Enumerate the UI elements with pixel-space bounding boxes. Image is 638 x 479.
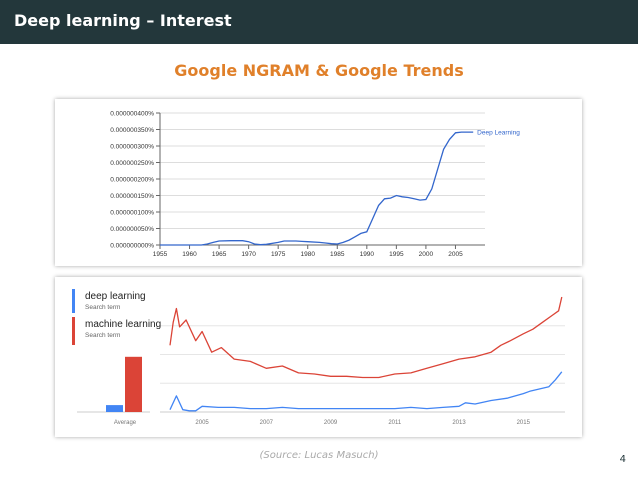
ngram-y-tick-label: 0.000000400% xyxy=(110,111,154,118)
trends-series-line xyxy=(169,296,563,379)
trends-legend-term: machine learning xyxy=(85,319,161,330)
ngram-y-tick-label: 0.000000300% xyxy=(110,144,154,151)
trends-average-label: Average xyxy=(114,420,137,426)
trends-x-tick-label: 2015 xyxy=(517,420,531,426)
ngram-x-tick-label: 1975 xyxy=(271,251,286,258)
page-number: 4 xyxy=(619,454,626,465)
trends-chart: deep learning Search term machine learning… xyxy=(72,289,565,426)
ngram-series-line xyxy=(160,131,474,246)
trends-x-tick-label: 2013 xyxy=(452,420,466,426)
trends-legend-swatch xyxy=(72,289,75,313)
trends-x-tick-label: 2009 xyxy=(324,420,338,426)
source-note: (Source: Lucas Masuch) xyxy=(259,450,379,461)
ngram-y-tick-label: 0.000000250% xyxy=(110,160,154,167)
trends-chart-panel: deep learning Search term machine learning… xyxy=(55,277,582,437)
ngram-x-tick-label: 1955 xyxy=(153,251,168,258)
slide-subtitle: Google NGRAM & Google Trends xyxy=(174,61,464,80)
ngram-y-tick-label: 0.000000200% xyxy=(110,177,154,184)
ngram-x-tick-label: 2005 xyxy=(448,251,463,258)
ngram-y-tick-label: 0.000000350% xyxy=(110,127,154,134)
trends-series-line xyxy=(169,371,563,412)
ngram-x-tick-label: 1990 xyxy=(360,251,375,258)
ngram-x-tick-label: 1995 xyxy=(389,251,404,258)
slide-title: Deep learning – Interest xyxy=(14,11,232,30)
ngram-x-tick-label: 1965 xyxy=(212,251,227,258)
trends-legend-term: deep learning xyxy=(85,291,146,302)
ngram-y-tick-label: 0.000000150% xyxy=(110,193,154,200)
trends-legend-swatch xyxy=(72,317,75,345)
trends-x-tick-label: 2007 xyxy=(260,420,274,426)
ngram-y-tick-label: 0.000000000% xyxy=(110,243,154,250)
ngram-y-tick-label: 0.000000050% xyxy=(110,226,154,233)
slide-header: Deep learning – Interest xyxy=(0,0,638,44)
ngram-x-tick-label: 2000 xyxy=(419,251,434,258)
ngram-y-tick-label: 0.000000100% xyxy=(110,210,154,217)
trends-average-bar xyxy=(125,356,142,412)
ngram-x-tick-label: 1970 xyxy=(241,251,256,258)
trends-x-tick-label: 2005 xyxy=(195,420,209,426)
ngram-x-tick-label: 1985 xyxy=(330,251,345,258)
trends-average-bar xyxy=(106,405,123,412)
trends-legend-sublabel: Search term xyxy=(85,304,120,311)
ngram-x-tick-label: 1960 xyxy=(182,251,197,258)
ngram-chart: 0.000000000% 0.000000050% 0.000000100% 0.00… xyxy=(110,111,520,259)
ngram-chart-panel: 0.000000000% 0.000000050% 0.000000100% 0.00… xyxy=(55,99,582,266)
trends-x-tick-label: 2011 xyxy=(388,420,402,426)
trends-legend-sublabel: Search term xyxy=(85,332,120,339)
ngram-x-tick-label: 1980 xyxy=(300,251,315,258)
ngram-series-label: Deep Learning xyxy=(477,130,520,137)
